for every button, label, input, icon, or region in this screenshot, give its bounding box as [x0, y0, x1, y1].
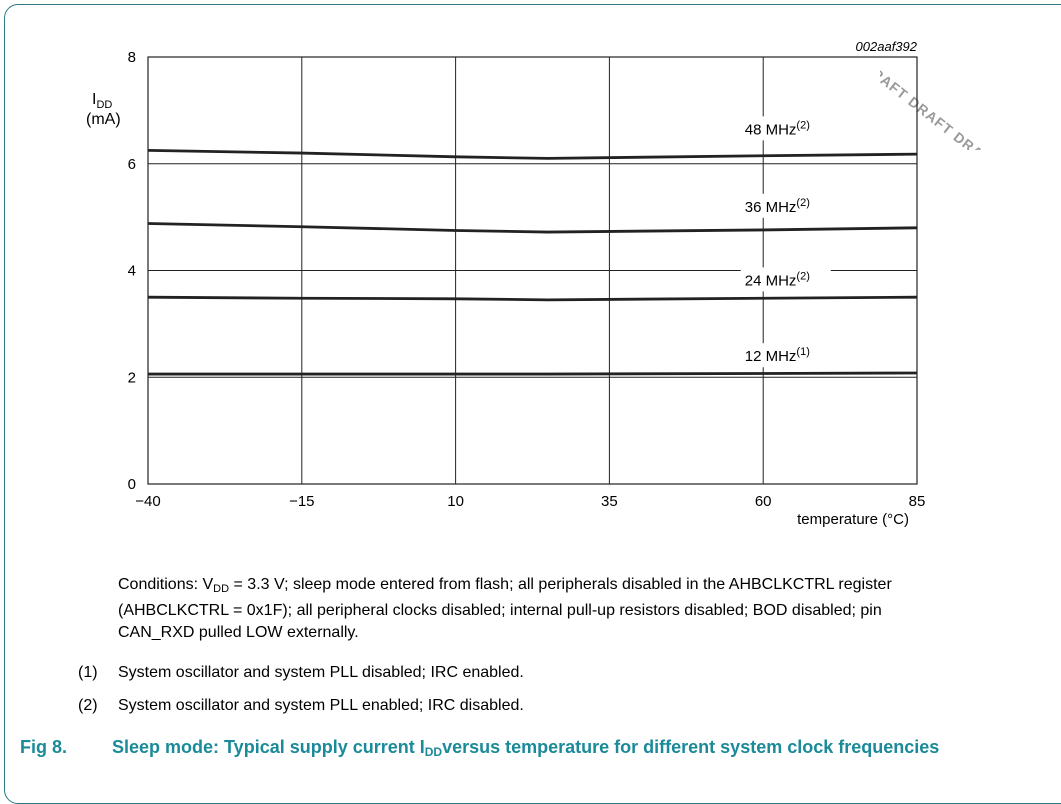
x-tick-label: 60: [755, 493, 772, 510]
y-axis-label-sub: DD: [96, 99, 112, 111]
title-sub: DD: [424, 745, 443, 759]
note-1-number: (1): [78, 664, 98, 681]
series-line: [148, 371, 918, 376]
note-1-text: System oscillator and system PLL disable…: [118, 664, 524, 681]
x-tick-label: −40: [135, 493, 160, 510]
x-tick-label: −15: [289, 493, 314, 510]
series-label-note: (2): [796, 119, 809, 131]
series-line: [147, 222, 918, 234]
series-label-bg: [740, 343, 831, 368]
series-label: 48 MHz(2): [745, 119, 810, 138]
x-tick-label: 10: [447, 493, 464, 510]
x-tick-label: 35: [601, 493, 618, 510]
x-axis-label: temperature (°C): [797, 511, 909, 528]
y-axis-unit: (mA): [86, 111, 121, 128]
series-label-note: (1): [796, 346, 809, 358]
figure-number: Fig 8.: [20, 737, 68, 757]
series-line: [147, 295, 918, 302]
y-tick-label: 0: [128, 476, 136, 493]
conditions-text: Conditions: VDD = 3.3 V; sleep mode ente…: [118, 574, 898, 644]
series-label: 12 MHz(1): [745, 346, 810, 365]
conditions-sub: DD: [213, 583, 230, 595]
series-label-note: (2): [796, 197, 809, 209]
chart: −40 −15 10 35 60 85 0 2 4 6 8 002aaf392 IDD(mA) tempe…: [86, 39, 926, 528]
series-label: 24 MHz(2): [745, 270, 810, 289]
y-axis-label: IDD: [92, 91, 112, 111]
conditions-prefix: Conditions: V: [118, 576, 214, 593]
y-tick-label: 8: [128, 49, 136, 66]
series-line: [147, 149, 918, 160]
y-tick-label: 2: [128, 369, 136, 386]
note-2-number: (2): [78, 697, 98, 714]
series-label-bg: [740, 267, 831, 292]
conditions-rest: = 3.3 V; sleep mode entered from flash; …: [118, 576, 892, 641]
figure-id: 002aaf392: [856, 39, 918, 54]
series-label-bg: [740, 116, 831, 141]
y-tick-label: 4: [128, 263, 136, 280]
x-tick-label: 85: [909, 493, 926, 510]
title-part-b: versus temperature for different system …: [442, 737, 940, 757]
y-tick-label: 6: [128, 156, 136, 173]
series-label-bg: [740, 193, 831, 218]
title-part-a: Sleep mode: Typical supply current I: [112, 737, 425, 757]
figure-title: Sleep mode: Typical supply current IDDve…: [112, 735, 1032, 764]
note-2-text: System oscillator and system PLL enabled…: [118, 697, 524, 714]
series-label-note: (2): [796, 270, 809, 282]
series-label: 36 MHz(2): [745, 197, 810, 216]
